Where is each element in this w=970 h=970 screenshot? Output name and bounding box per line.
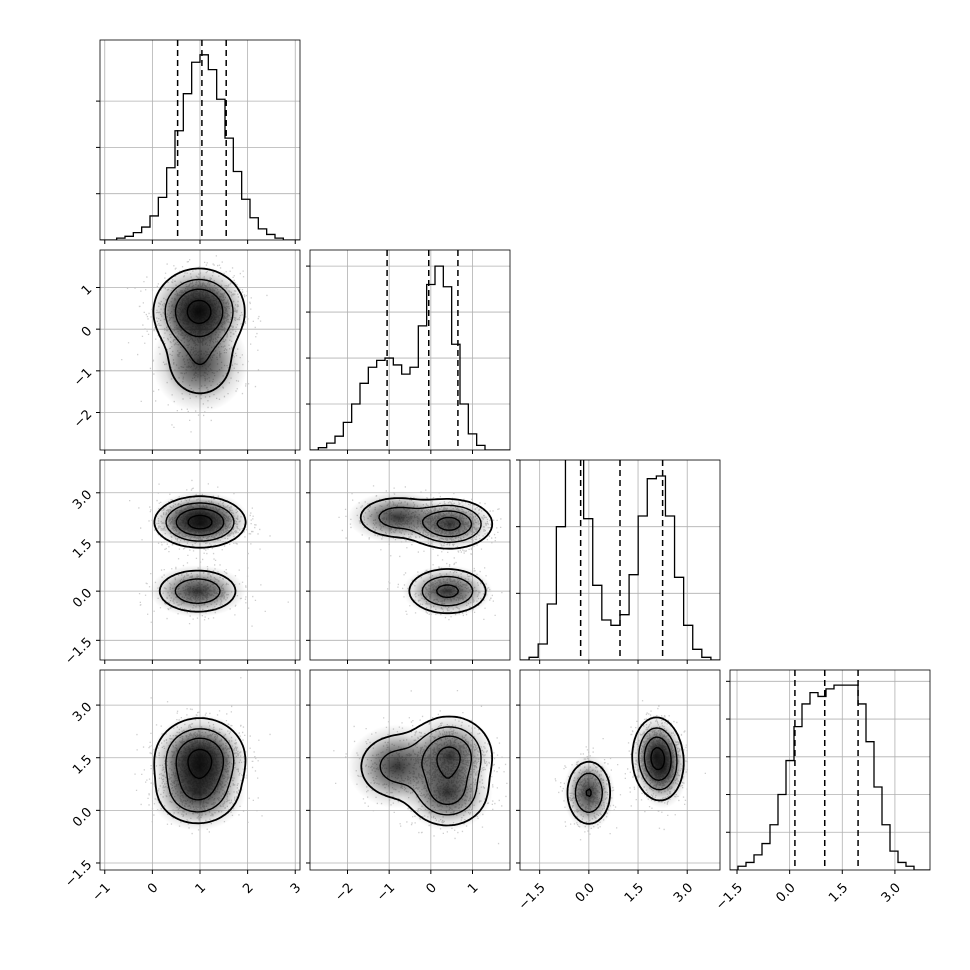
panel-content [100, 250, 300, 450]
y-tick-label: 0 [79, 324, 95, 340]
panel-3-2: −1.5 0.0 1.5 3.0 [516, 669, 721, 913]
x-tick-label: −2 [332, 880, 356, 904]
y-tick-label: −1.5 [62, 635, 95, 668]
x-tick-label: 0.0 [573, 880, 598, 905]
panel-frame [519, 669, 721, 871]
panel-content [310, 460, 510, 660]
y-tick-label: 0.0 [70, 805, 95, 830]
contour-line [421, 510, 473, 598]
x-tick-label: 1.5 [622, 880, 647, 905]
contour-line [379, 726, 482, 816]
panel-2-0: −1.5 0.0 1.5 3.0 [62, 459, 301, 668]
panel-frame [309, 459, 511, 661]
panel-frame [309, 249, 511, 451]
x-tick-label: −1.5 [713, 880, 746, 913]
y-tick-label: 3.0 [70, 700, 95, 725]
histogram-step [310, 265, 510, 450]
contour-line [436, 516, 461, 531]
y-tick-label: −1.5 [62, 858, 95, 891]
x-tick-label: 3 [288, 880, 304, 896]
contour-line [175, 508, 225, 537]
panel-3-0: −1.5 0.0 1.5 3.0 −1 0 1 2 3 [62, 669, 304, 905]
density-blob [402, 565, 493, 618]
density-blob [562, 754, 615, 831]
contour-line [650, 747, 666, 771]
panel-content [730, 670, 930, 870]
panel-content [310, 250, 510, 450]
y-tick-label: 3.0 [70, 487, 95, 512]
panels-layer: −2−101−1.50.01.53.0−1.50.01.53.0−1 0 1 2 3 −2… [62, 39, 931, 913]
y-tick-label: 0.0 [70, 586, 95, 611]
contour-line [574, 727, 678, 813]
x-tick-label: 0.0 [773, 880, 798, 905]
panel-frame [309, 669, 511, 871]
contour-line [165, 502, 235, 604]
panel-content [100, 460, 300, 660]
panel-content [100, 40, 300, 240]
contour-line [378, 504, 482, 607]
histogram-step [730, 684, 930, 870]
x-tick-label: 0 [423, 880, 439, 896]
contour-line [421, 735, 472, 805]
y-tick-label: 1 [79, 282, 95, 298]
contour-line [585, 736, 672, 798]
panel-frame [729, 669, 931, 871]
contour-line [436, 746, 461, 779]
y-tick-label: −2 [71, 407, 95, 431]
contour-line [165, 728, 235, 813]
contour-line [566, 716, 685, 825]
histogram-step [100, 54, 300, 240]
x-tick-label: 1 [193, 880, 209, 896]
panel-content [310, 670, 510, 870]
density-blob [149, 565, 246, 618]
contour-line [359, 497, 494, 615]
x-tick-label: −1.5 [516, 880, 549, 913]
panel-2-1 [306, 459, 511, 664]
contour-line [153, 495, 247, 613]
contour-line [174, 288, 224, 338]
panel-3-3: −1.5 0.0 1.5 3.0 [713, 669, 931, 913]
panel-1-1 [306, 249, 511, 454]
panel-1-0: −2 −1 0 1 [71, 249, 301, 454]
x-tick-label: 3.0 [671, 880, 696, 905]
contour-line [175, 737, 225, 801]
contour-line [360, 715, 493, 827]
x-tick-label: 1 [465, 880, 481, 896]
panel-content [520, 460, 720, 660]
contour-line [153, 717, 247, 825]
x-tick-label: 0 [145, 880, 161, 896]
y-tick-label: 1.5 [70, 537, 95, 562]
x-tick-label: 3.0 [879, 880, 904, 905]
panel-0-0 [96, 39, 301, 244]
contour-line [186, 299, 212, 325]
contour-line [187, 514, 213, 530]
y-tick-label: −1 [71, 366, 95, 390]
density-blob [149, 754, 246, 831]
x-tick-label: 1.5 [826, 880, 851, 905]
density-blob [402, 754, 493, 831]
x-tick-label: 2 [240, 880, 256, 896]
panel-2-2 [516, 459, 721, 664]
contour-line [164, 278, 234, 365]
panel-content [100, 670, 300, 870]
x-tick-label: −1 [90, 880, 114, 904]
contour-line [152, 267, 246, 395]
panel-content [520, 670, 720, 870]
density-blob [152, 491, 248, 544]
x-tick-label: −1 [374, 880, 398, 904]
y-tick-label: 1.5 [70, 752, 95, 777]
contour-line [187, 748, 213, 780]
panel-frame [519, 459, 721, 661]
panel-3-1: −2 −1 0 1 [306, 669, 511, 905]
